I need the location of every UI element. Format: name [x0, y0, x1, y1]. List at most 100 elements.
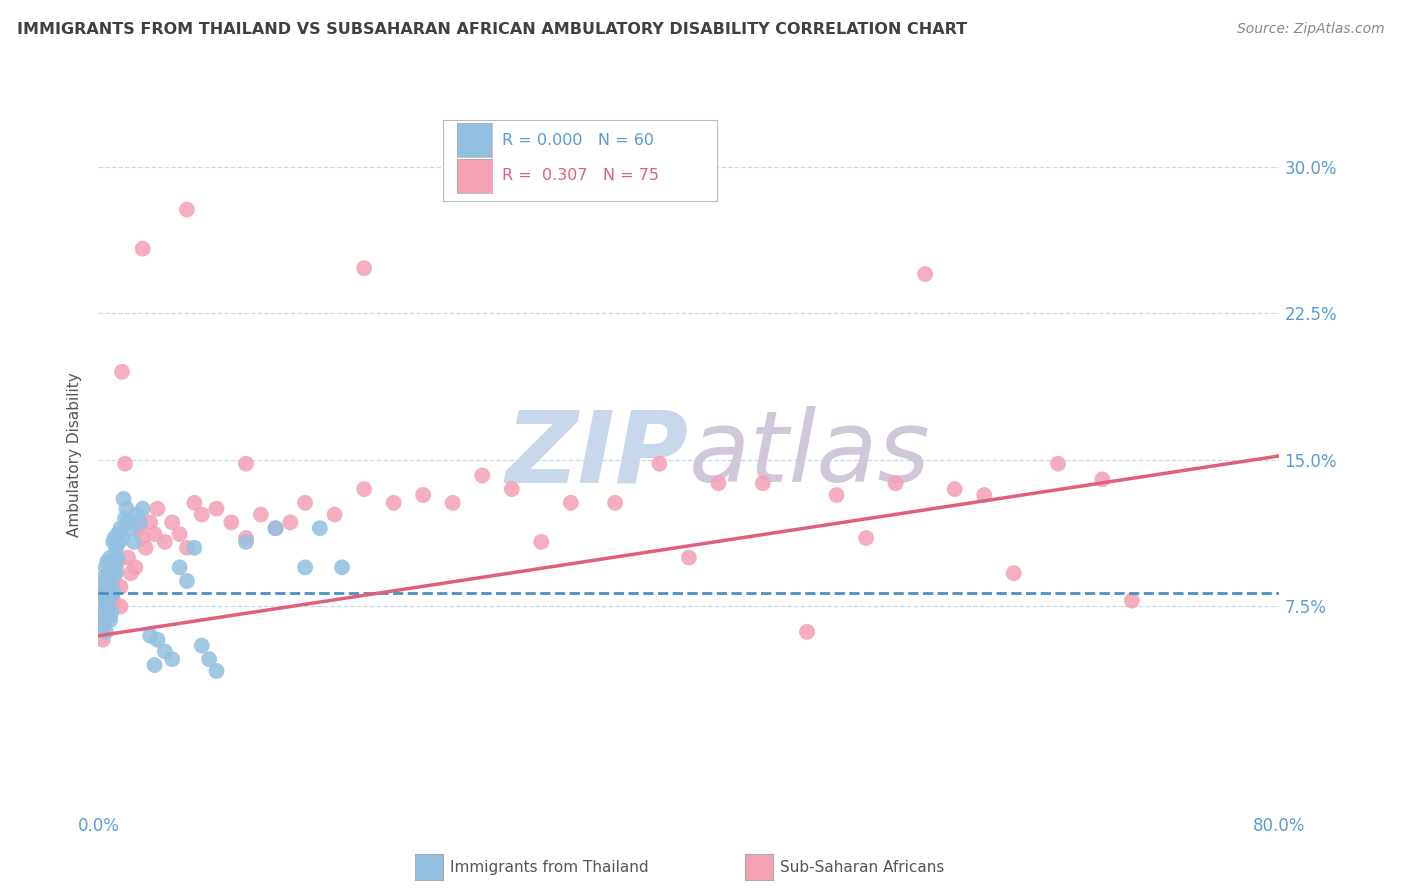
Point [91, 619, 114, 633]
Point [441, 496, 464, 510]
Y-axis label: Ambulatory Disability: Ambulatory Disability [67, 373, 83, 537]
Point [198, 652, 221, 666]
Point [648, 457, 671, 471]
Point [914, 267, 936, 281]
Point [707, 476, 730, 491]
Point [93, 586, 115, 600]
Point [105, 541, 128, 555]
Point [120, 521, 142, 535]
Point [96, 554, 118, 568]
Point [501, 482, 523, 496]
Point [91, 632, 114, 647]
Point [1121, 593, 1143, 607]
Point [146, 632, 169, 647]
Text: ZIP: ZIP [506, 407, 689, 503]
Point [107, 554, 129, 568]
Point [1091, 472, 1114, 486]
Point [264, 521, 287, 535]
Point [855, 531, 877, 545]
Point [111, 531, 134, 545]
Point [678, 550, 700, 565]
Point [105, 560, 128, 574]
Point [132, 531, 155, 545]
Point [825, 488, 848, 502]
Point [120, 566, 142, 581]
Point [100, 586, 122, 600]
Point [219, 516, 242, 530]
Point [183, 541, 205, 555]
Point [884, 476, 907, 491]
Point [115, 501, 138, 516]
Point [235, 531, 257, 545]
Point [104, 531, 127, 545]
Point [117, 516, 139, 530]
Point [94, 580, 117, 594]
Point [132, 501, 155, 516]
Point [353, 261, 375, 276]
Point [105, 566, 128, 581]
Point [104, 566, 127, 581]
Point [98, 570, 121, 584]
Text: atlas: atlas [689, 407, 931, 503]
Point [107, 527, 129, 541]
Point [605, 496, 627, 510]
Point [1046, 457, 1069, 471]
Point [91, 613, 114, 627]
Point [235, 535, 257, 549]
Point [294, 496, 316, 510]
Point [93, 619, 115, 633]
Point [264, 521, 287, 535]
Point [108, 535, 131, 549]
Text: IMMIGRANTS FROM THAILAND VS SUBSAHARAN AFRICAN AMBULATORY DISABILITY CORRELATION: IMMIGRANTS FROM THAILAND VS SUBSAHARAN A… [17, 22, 967, 37]
Point [96, 574, 118, 588]
Point [135, 541, 157, 555]
Point [796, 624, 818, 639]
Point [132, 242, 155, 256]
Point [100, 560, 122, 574]
Point [110, 521, 132, 535]
Point [183, 496, 205, 510]
Point [176, 202, 198, 217]
Point [128, 521, 150, 535]
Point [93, 590, 115, 604]
Point [94, 560, 117, 574]
Point [139, 629, 162, 643]
Point [103, 560, 125, 574]
Point [169, 560, 191, 574]
Point [143, 527, 166, 541]
Point [176, 574, 198, 588]
Point [751, 476, 773, 491]
Point [139, 516, 162, 530]
Point [250, 508, 273, 522]
Point [104, 554, 127, 568]
Point [191, 508, 214, 522]
Point [103, 586, 125, 600]
Point [162, 652, 183, 666]
Point [278, 516, 302, 530]
Point [125, 508, 148, 522]
Point [110, 580, 132, 594]
Point [330, 560, 353, 574]
Point [235, 457, 257, 471]
Point [114, 457, 136, 471]
Point [103, 574, 125, 588]
Point [382, 496, 405, 510]
Point [412, 488, 434, 502]
Point [309, 521, 332, 535]
Point [191, 639, 214, 653]
Point [153, 535, 176, 549]
Point [114, 511, 136, 525]
Point [294, 560, 316, 574]
Point [162, 516, 183, 530]
Point [122, 535, 145, 549]
Point [103, 593, 125, 607]
Point [93, 570, 115, 584]
Point [146, 501, 169, 516]
Text: Immigrants from Thailand: Immigrants from Thailand [450, 860, 648, 874]
Point [107, 550, 129, 565]
Point [943, 482, 966, 496]
Point [205, 501, 228, 516]
Text: Sub-Saharan Africans: Sub-Saharan Africans [780, 860, 945, 874]
Point [124, 560, 146, 574]
Point [323, 508, 346, 522]
